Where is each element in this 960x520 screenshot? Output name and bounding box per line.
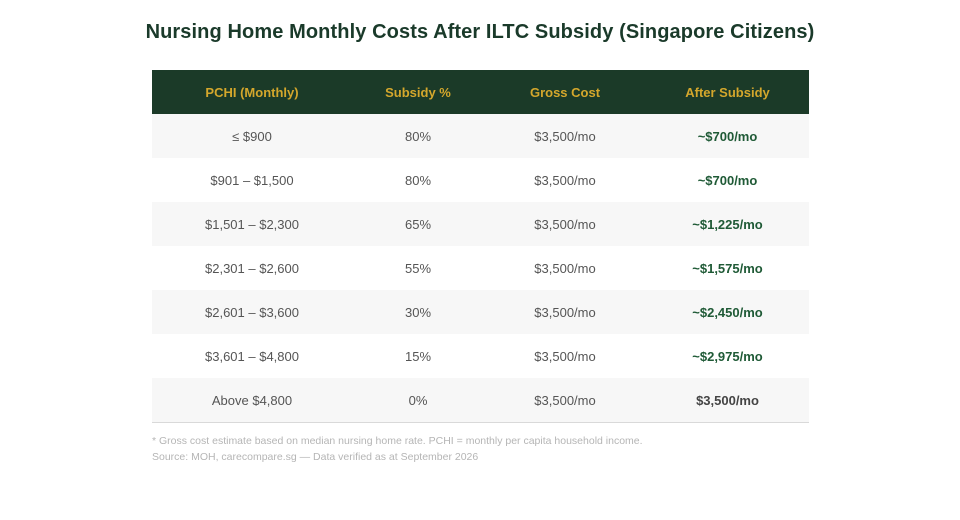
cell-subsidy: 65% [352, 202, 484, 246]
header-pchi: PCHI (Monthly) [152, 70, 352, 114]
header-gross-cost: Gross Cost [484, 70, 646, 114]
cell-subsidy: 55% [352, 246, 484, 290]
table-row: $2,601 – $3,600 30% $3,500/mo ~$2,450/mo [152, 290, 809, 334]
cell-gross: $3,500/mo [484, 114, 646, 158]
table-row: $901 – $1,500 80% $3,500/mo ~$700/mo [152, 158, 809, 202]
cell-subsidy: 0% [352, 378, 484, 423]
table-notes: * Gross cost estimate based on median nu… [152, 433, 812, 465]
page-title: Nursing Home Monthly Costs After ILTC Su… [145, 21, 815, 43]
table-row: ≤ $900 80% $3,500/mo ~$700/mo [152, 114, 809, 158]
table-row: Above $4,800 0% $3,500/mo $3,500/mo [152, 378, 809, 423]
cell-gross: $3,500/mo [484, 246, 646, 290]
cell-after-subsidy: ~$1,575/mo [646, 246, 809, 290]
header-subsidy: Subsidy % [352, 70, 484, 114]
cell-after-subsidy: ~$1,225/mo [646, 202, 809, 246]
cell-subsidy: 80% [352, 114, 484, 158]
cell-after-subsidy: $3,500/mo [646, 378, 809, 423]
table-header-row: PCHI (Monthly) Subsidy % Gross Cost Afte… [152, 70, 809, 114]
cell-after-subsidy: ~$2,975/mo [646, 334, 809, 378]
header-after-subsidy: After Subsidy [646, 70, 809, 114]
cell-subsidy: 80% [352, 158, 484, 202]
cell-gross: $3,500/mo [484, 290, 646, 334]
table-row: $1,501 – $2,300 65% $3,500/mo ~$1,225/mo [152, 202, 809, 246]
cell-subsidy: 30% [352, 290, 484, 334]
cell-gross: $3,500/mo [484, 158, 646, 202]
cell-after-subsidy: ~$700/mo [646, 158, 809, 202]
cell-gross: $3,500/mo [484, 202, 646, 246]
cell-pchi: ≤ $900 [152, 114, 352, 158]
cell-after-subsidy: ~$700/mo [646, 114, 809, 158]
cell-gross: $3,500/mo [484, 378, 646, 423]
table-row: $2,301 – $2,600 55% $3,500/mo ~$1,575/mo [152, 246, 809, 290]
cell-after-subsidy: ~$2,450/mo [646, 290, 809, 334]
cell-gross: $3,500/mo [484, 334, 646, 378]
source-line: Source: MOH, carecompare.sg — Data verif… [152, 451, 479, 463]
cell-pchi: $901 – $1,500 [152, 158, 352, 202]
table-row: $3,601 – $4,800 15% $3,500/mo ~$2,975/mo [152, 334, 809, 378]
cell-subsidy: 15% [352, 334, 484, 378]
subsidy-table: PCHI (Monthly) Subsidy % Gross Cost Afte… [152, 70, 809, 423]
footnote: * Gross cost estimate based on median nu… [152, 435, 643, 447]
cell-pchi: $3,601 – $4,800 [152, 334, 352, 378]
cell-pchi: $1,501 – $2,300 [152, 202, 352, 246]
cell-pchi: Above $4,800 [152, 378, 352, 423]
cell-pchi: $2,301 – $2,600 [152, 246, 352, 290]
cell-pchi: $2,601 – $3,600 [152, 290, 352, 334]
